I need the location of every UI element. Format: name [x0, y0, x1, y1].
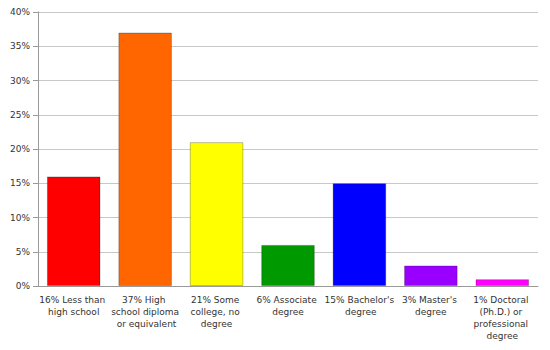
svg-text:0%: 0%: [16, 281, 31, 291]
svg-text:6% Associate: 6% Associate: [256, 295, 319, 305]
svg-text:degree: degree: [272, 307, 304, 317]
svg-text:16% Less than: 16% Less than: [39, 295, 108, 305]
svg-text:30%: 30%: [10, 76, 30, 86]
svg-text:40%: 40%: [10, 7, 30, 17]
svg-text:degree: degree: [487, 331, 519, 341]
svg-text:(Ph.D.) or: (Ph.D.) or: [479, 307, 525, 317]
svg-text:20%: 20%: [10, 144, 30, 154]
svg-text:professional: professional: [474, 319, 531, 329]
svg-text:high school: high school: [48, 307, 99, 317]
svg-text:37% High: 37% High: [122, 295, 168, 305]
svg-text:3% Master's: 3% Master's: [402, 295, 460, 305]
svg-text:1% Doctoral: 1% Doctoral: [473, 295, 531, 305]
svg-text:or equivalent: or equivalent: [114, 319, 177, 329]
svg-text:college, no: college, no: [191, 307, 243, 317]
svg-text:21% Some: 21% Some: [191, 295, 242, 305]
svg-text:15%: 15%: [10, 178, 30, 188]
svg-text:25%: 25%: [10, 110, 30, 120]
svg-text:degree: degree: [201, 319, 233, 329]
svg-text:degree: degree: [415, 307, 447, 317]
svg-text:15% Bachelor's: 15% Bachelor's: [325, 295, 395, 305]
svg-text:school diploma: school diploma: [111, 307, 179, 317]
svg-text:10%: 10%: [10, 213, 30, 223]
svg-text:5%: 5%: [16, 247, 31, 257]
svg-text:degree: degree: [342, 307, 377, 317]
svg-text:35%: 35%: [10, 41, 30, 51]
